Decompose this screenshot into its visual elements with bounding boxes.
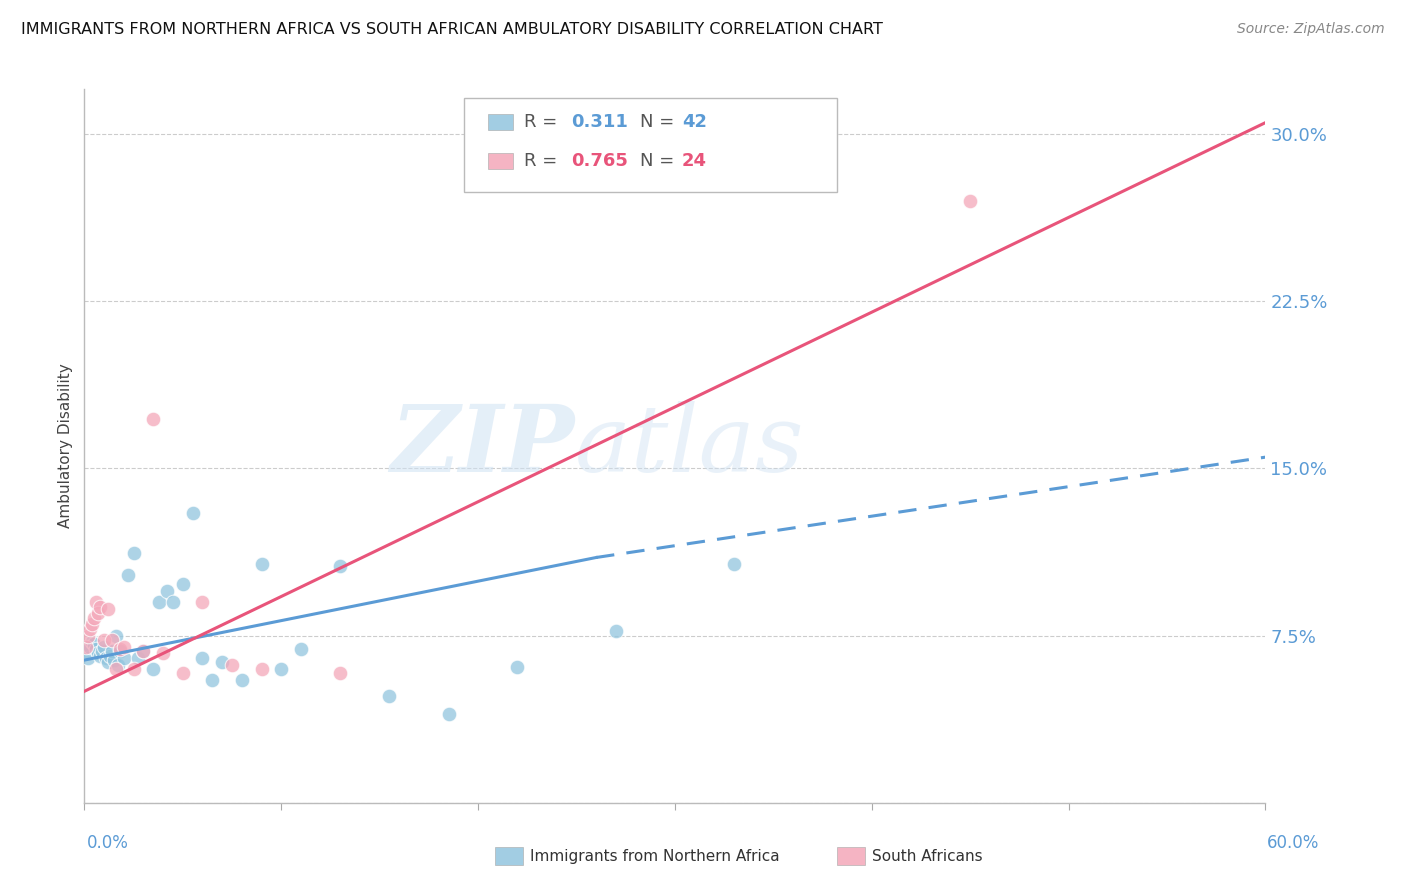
Point xyxy=(290,642,312,657)
Text: atlas: atlas xyxy=(575,401,804,491)
Point xyxy=(221,657,243,672)
Point xyxy=(79,640,101,654)
Point xyxy=(127,651,149,665)
Point xyxy=(82,635,104,649)
Point xyxy=(142,662,165,676)
Point xyxy=(329,666,352,681)
Point xyxy=(172,577,194,591)
Point xyxy=(104,662,127,676)
Point xyxy=(723,557,745,572)
Point xyxy=(132,644,155,658)
Point xyxy=(107,657,129,672)
Point xyxy=(112,640,135,654)
Point xyxy=(101,633,124,648)
Point xyxy=(104,628,127,642)
Point xyxy=(89,648,111,663)
Point xyxy=(97,602,120,616)
Point xyxy=(231,673,253,687)
Point xyxy=(117,568,139,582)
Point xyxy=(162,595,184,609)
Point xyxy=(91,644,114,658)
Point xyxy=(101,644,124,658)
Text: Source: ZipAtlas.com: Source: ZipAtlas.com xyxy=(1237,22,1385,37)
Point xyxy=(250,662,273,676)
Text: N =: N = xyxy=(640,113,679,131)
Point xyxy=(437,706,460,721)
Point xyxy=(156,583,179,598)
Point xyxy=(142,412,165,426)
Point xyxy=(605,624,627,639)
Text: 42: 42 xyxy=(682,113,707,131)
Point xyxy=(172,666,194,681)
Point xyxy=(77,651,100,665)
Point xyxy=(75,644,97,658)
Text: 0.0%: 0.0% xyxy=(87,834,129,852)
Y-axis label: Ambulatory Disability: Ambulatory Disability xyxy=(58,364,73,528)
Point xyxy=(87,646,110,660)
Point xyxy=(211,655,233,669)
Point xyxy=(191,651,214,665)
Point xyxy=(181,506,204,520)
Point xyxy=(112,651,135,665)
Text: South Africans: South Africans xyxy=(872,849,983,863)
Text: IMMIGRANTS FROM NORTHERN AFRICA VS SOUTH AFRICAN AMBULATORY DISABILITY CORRELATI: IMMIGRANTS FROM NORTHERN AFRICA VS SOUTH… xyxy=(21,22,883,37)
Point xyxy=(250,557,273,572)
Text: R =: R = xyxy=(524,152,564,169)
Point xyxy=(103,653,125,667)
Point xyxy=(148,595,170,609)
Point xyxy=(94,651,117,665)
Point xyxy=(108,644,131,658)
Point xyxy=(132,644,155,658)
Point xyxy=(75,640,97,654)
Point xyxy=(329,559,352,574)
Text: R =: R = xyxy=(524,113,564,131)
Point xyxy=(108,642,131,657)
Point xyxy=(87,607,110,621)
Point xyxy=(83,637,105,651)
Point xyxy=(191,595,214,609)
Point xyxy=(506,660,529,674)
Text: 24: 24 xyxy=(682,152,707,169)
Text: N =: N = xyxy=(640,152,679,169)
Point xyxy=(84,595,107,609)
Text: 0.311: 0.311 xyxy=(571,113,627,131)
Point xyxy=(77,628,100,642)
Text: ZIP: ZIP xyxy=(391,401,575,491)
Point xyxy=(959,194,981,208)
Point xyxy=(82,617,104,632)
Point xyxy=(201,673,224,687)
Point xyxy=(84,642,107,657)
Text: 0.765: 0.765 xyxy=(571,152,627,169)
Point xyxy=(122,662,145,676)
Text: Immigrants from Northern Africa: Immigrants from Northern Africa xyxy=(530,849,780,863)
Point xyxy=(152,646,174,660)
Point xyxy=(79,622,101,636)
Point xyxy=(378,689,401,703)
Point xyxy=(98,648,121,663)
Point xyxy=(83,610,105,624)
Point xyxy=(270,662,292,676)
Point xyxy=(122,546,145,560)
Point xyxy=(93,633,115,648)
Text: 60.0%: 60.0% xyxy=(1267,834,1319,852)
Point xyxy=(89,599,111,614)
Point xyxy=(93,640,115,654)
Point xyxy=(97,655,120,669)
